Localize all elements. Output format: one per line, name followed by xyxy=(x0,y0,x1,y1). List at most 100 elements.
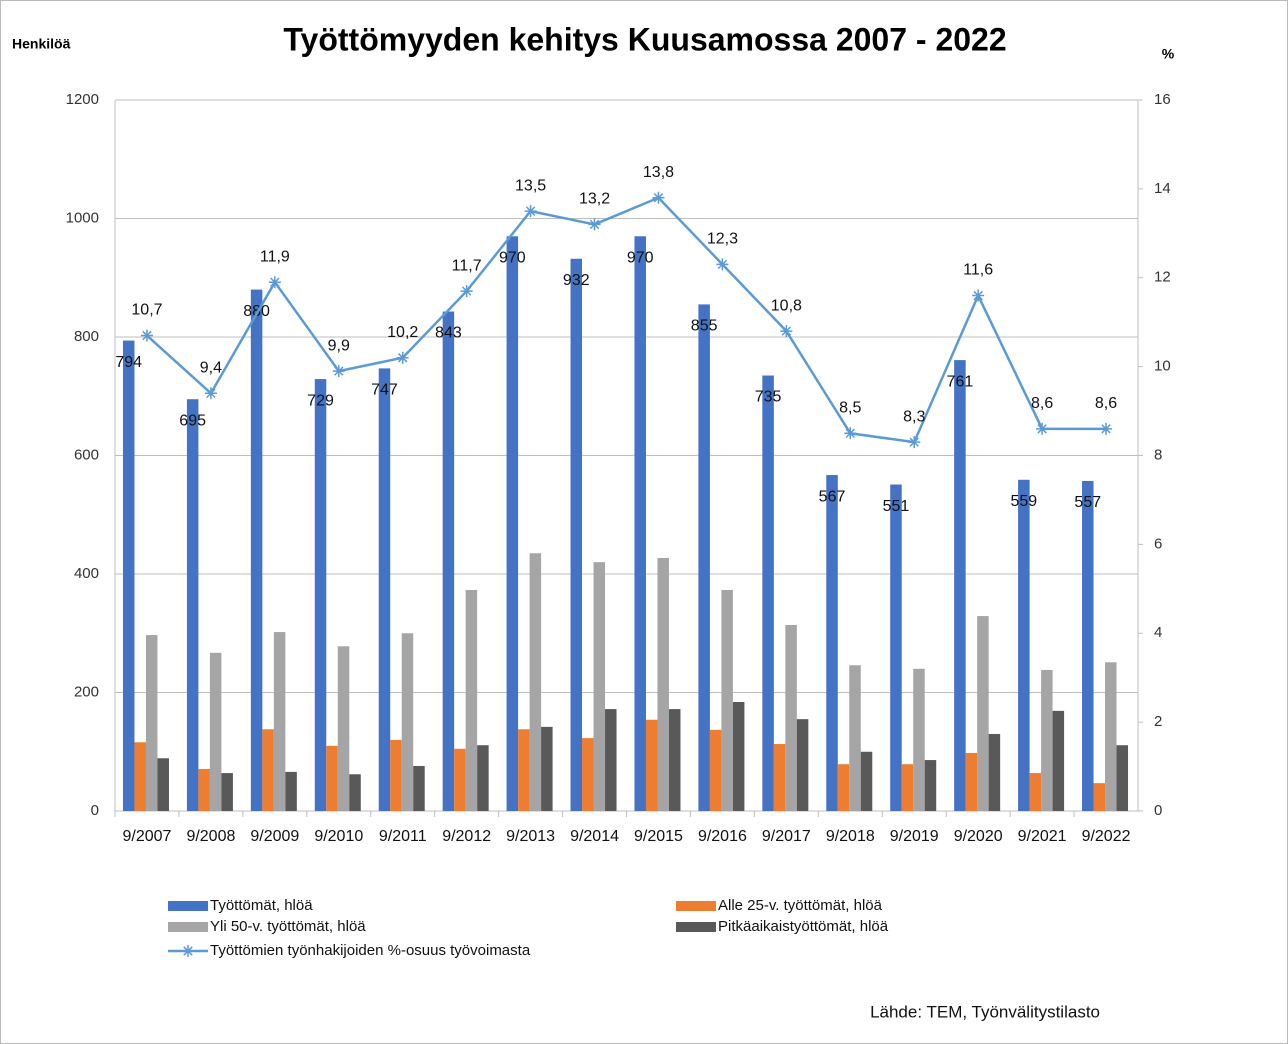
legend-label: Alle 25-v. työttömät, hlöä xyxy=(718,897,883,914)
x-tick-label: 9/2020 xyxy=(954,828,1003,845)
line-value-label: 11,9 xyxy=(260,248,290,265)
bar xyxy=(262,729,274,811)
x-tick-label: 9/2013 xyxy=(506,828,555,845)
legend-label: Työttömät, hlöä xyxy=(210,897,313,914)
y-tick-label: 1200 xyxy=(66,91,99,108)
bar xyxy=(796,719,809,811)
x-tick-label: 9/2008 xyxy=(186,828,235,845)
bar xyxy=(145,635,158,811)
line-value-label: 13,8 xyxy=(643,164,674,181)
bar xyxy=(134,742,146,811)
bar xyxy=(762,375,774,811)
bar-value-label: 794 xyxy=(115,354,142,371)
y-tick-label: 600 xyxy=(74,446,99,463)
y2-tick-label: 2 xyxy=(1154,713,1162,730)
legend-label: Pitkäaikaistyöttömät, hlöä xyxy=(718,918,889,935)
bar xyxy=(326,745,338,811)
bar xyxy=(645,719,658,811)
bar xyxy=(988,733,1001,811)
bar xyxy=(901,764,914,811)
bar xyxy=(1041,669,1053,811)
line-marker xyxy=(396,351,409,364)
bar xyxy=(477,745,489,811)
bar xyxy=(529,553,542,811)
y2-tick-label: 14 xyxy=(1154,180,1171,197)
bar xyxy=(273,632,286,811)
bar-value-label: 557 xyxy=(1074,494,1101,511)
bar xyxy=(593,562,606,811)
bar xyxy=(506,236,519,811)
bar xyxy=(442,311,455,811)
bar xyxy=(250,289,263,812)
line-value-label: 9,4 xyxy=(200,360,222,377)
y2-tick-label: 0 xyxy=(1154,802,1162,819)
bar xyxy=(390,739,402,811)
legend-swatch xyxy=(168,901,208,911)
bar xyxy=(1052,710,1065,811)
line-value-label: 11,6 xyxy=(963,262,993,279)
bar-value-label: 747 xyxy=(371,382,398,399)
bar xyxy=(605,709,617,811)
bar xyxy=(732,701,745,811)
bar xyxy=(1082,480,1094,811)
bar xyxy=(657,558,669,811)
legend-label: Yli 50-v. työttömät, hlöä xyxy=(210,918,366,935)
bar xyxy=(221,773,233,811)
y-axis-label: Henkilöä xyxy=(12,36,71,52)
y-tick-label: 200 xyxy=(74,683,99,700)
bar-value-label: 559 xyxy=(1010,493,1037,510)
legend-label: Työttömien työnhakijoiden %-osuus työvoi… xyxy=(210,942,531,959)
bar xyxy=(860,751,873,811)
bar xyxy=(157,758,169,811)
x-tick-label: 9/2015 xyxy=(634,828,683,845)
bar xyxy=(634,236,646,811)
bar xyxy=(773,744,786,811)
bar xyxy=(518,729,530,811)
y-tick-label: 0 xyxy=(91,802,99,819)
bar xyxy=(209,652,222,811)
source: Lähde: TEM, Työnvälitystilasto xyxy=(870,1002,1100,1021)
line-marker xyxy=(268,276,281,289)
y2-tick-label: 4 xyxy=(1154,624,1162,641)
bar xyxy=(337,646,350,811)
legend-swatch xyxy=(676,901,716,911)
y2-tick-label: 6 xyxy=(1154,535,1162,552)
x-tick-label: 9/2014 xyxy=(570,828,619,845)
line-marker xyxy=(652,191,665,204)
line-marker xyxy=(460,285,473,298)
line-value-label: 9,9 xyxy=(328,337,350,354)
line-marker xyxy=(972,289,985,302)
y2-tick-label: 12 xyxy=(1154,269,1171,286)
bar xyxy=(401,633,414,811)
line-marker xyxy=(140,329,153,342)
y2-tick-label: 16 xyxy=(1154,91,1171,108)
bar xyxy=(1029,773,1042,811)
legend-swatch xyxy=(168,922,208,932)
bar xyxy=(465,589,478,811)
line-marker xyxy=(780,325,793,338)
x-tick-label: 9/2022 xyxy=(1082,828,1131,845)
bar-value-label: 761 xyxy=(947,373,974,390)
bar xyxy=(913,668,925,811)
bar xyxy=(977,616,989,811)
line-value-label: 8,6 xyxy=(1031,395,1053,412)
bar xyxy=(314,379,327,811)
bar xyxy=(454,748,466,811)
bar-value-label: 970 xyxy=(499,249,526,266)
bar xyxy=(826,475,838,811)
line-value-label: 13,5 xyxy=(515,177,546,194)
bar xyxy=(965,752,978,811)
bar xyxy=(1105,662,1117,811)
line-value-label: 12,3 xyxy=(707,231,738,248)
bar xyxy=(582,738,594,811)
y2-axis-label: % xyxy=(1162,46,1175,62)
bar xyxy=(186,399,199,811)
chart-title: Työttömyyden kehitys Kuusamossa 2007 - 2… xyxy=(283,21,1006,57)
line-marker xyxy=(204,387,217,400)
line-marker xyxy=(332,365,345,378)
bar xyxy=(709,729,722,811)
bar xyxy=(413,765,425,811)
bar xyxy=(349,774,361,811)
bar xyxy=(924,760,937,811)
line-value-label: 10,8 xyxy=(771,297,802,314)
